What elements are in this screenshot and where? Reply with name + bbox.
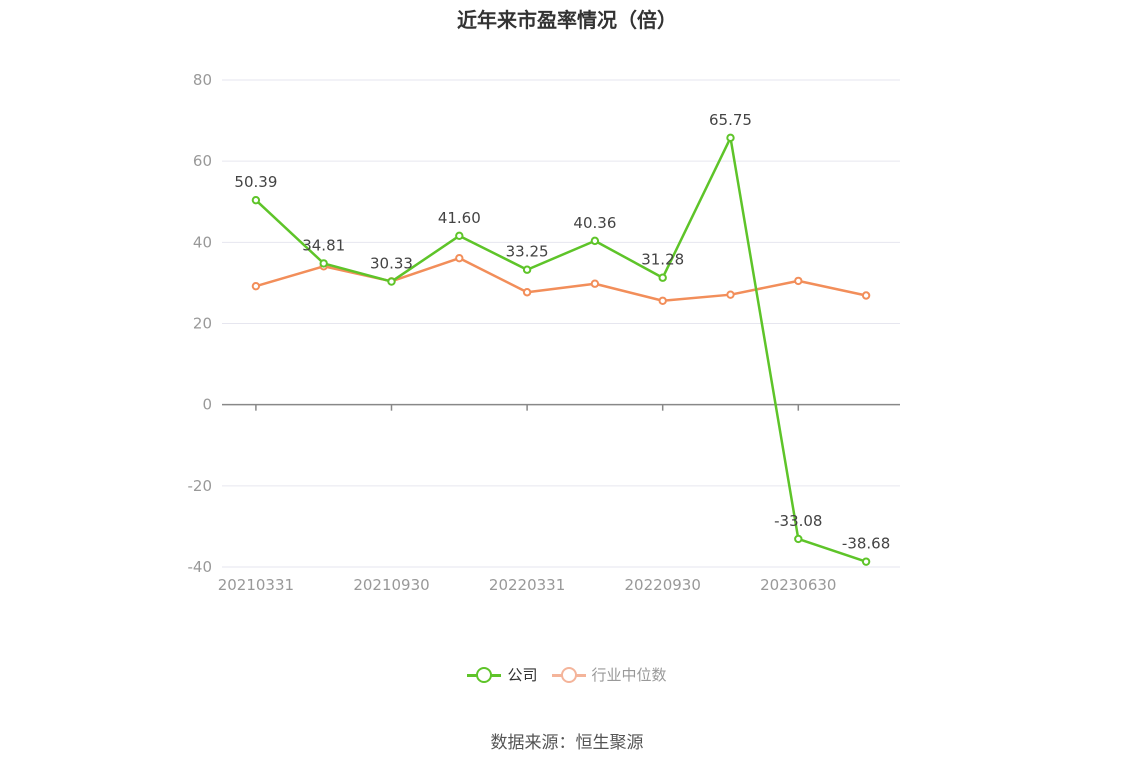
legend-label-industry: 行业中位数	[591, 666, 667, 684]
x-tick-label: 20220930	[625, 576, 701, 594]
data-label: 41.60	[438, 209, 481, 227]
x-tick-label: 20210930	[353, 576, 429, 594]
data-label: 40.36	[573, 214, 616, 232]
data-point-industry[interactable]	[590, 279, 600, 288]
x-tick-label: 20210331	[218, 576, 294, 594]
data-label: 30.33	[370, 255, 413, 273]
data-point-company[interactable]	[387, 277, 396, 286]
y-tick-label: -40	[188, 558, 213, 576]
data-label: 65.75	[709, 111, 752, 129]
x-tick-label: 20220331	[489, 576, 565, 594]
data-point-industry[interactable]	[726, 290, 735, 299]
data-point-company[interactable]	[251, 195, 261, 205]
data-point-company[interactable]	[658, 273, 667, 282]
data-point-company[interactable]	[726, 133, 735, 143]
data-label: 34.81	[302, 236, 345, 254]
series-line-industry	[255, 256, 867, 303]
data-point-company[interactable]	[861, 557, 871, 566]
data-point-industry[interactable]	[251, 281, 261, 291]
y-axis-ticks: 80 60 40 20 0 -20 -40	[188, 71, 213, 576]
chart-title: 近年来市盈率情况（倍）	[457, 8, 677, 32]
data-label: 50.39	[234, 173, 277, 191]
data-point-company[interactable]	[794, 534, 803, 544]
y-tick-label: 80	[193, 71, 212, 89]
y-tick-label: 0	[202, 396, 212, 414]
y-tick-label: 20	[193, 315, 212, 333]
data-point-company[interactable]	[590, 236, 600, 246]
data-point-company[interactable]	[319, 259, 328, 268]
series-lines	[251, 133, 871, 566]
data-label: -33.08	[774, 512, 822, 530]
legend-swatch-company	[467, 666, 502, 683]
x-axis-ticks: 20210331 20210930 20220331 20220930 20230630	[218, 404, 836, 594]
legend-swatch-industry	[551, 666, 586, 683]
legend-label-company: 公司	[507, 666, 538, 684]
data-labels: 50.39 34.81 30.33 41.60 33.25 40.36 31.28 65.75…	[234, 111, 890, 553]
legend-item-industry[interactable]: 行业中位数	[551, 664, 667, 685]
source-note: 数据来源：恒生聚源	[490, 733, 644, 753]
y-tick-label: 60	[193, 152, 212, 170]
data-point-industry[interactable]	[455, 253, 464, 263]
data-point-industry[interactable]	[522, 288, 532, 297]
data-point-company[interactable]	[455, 231, 464, 241]
data-point-industry[interactable]	[794, 276, 803, 286]
legend-item-company[interactable]: 公司	[467, 664, 538, 685]
data-label: 31.28	[641, 251, 684, 269]
data-point-company[interactable]	[522, 265, 532, 274]
data-label: -38.68	[842, 535, 890, 553]
data-label: 33.25	[506, 243, 549, 261]
chart-canvas: 80 60 40 20 0 -20 -40 20210331 20210930 20220331…	[188, 71, 900, 594]
data-point-industry[interactable]	[658, 296, 667, 305]
series-line-company	[255, 136, 867, 563]
legend: 公司 行业中位数	[0, 664, 1134, 685]
y-tick-label: 40	[193, 233, 212, 251]
data-point-industry[interactable]	[861, 291, 871, 300]
grid-lines	[222, 79, 900, 568]
x-tick-label: 20230630	[760, 576, 836, 594]
y-tick-label: -20	[188, 477, 213, 495]
